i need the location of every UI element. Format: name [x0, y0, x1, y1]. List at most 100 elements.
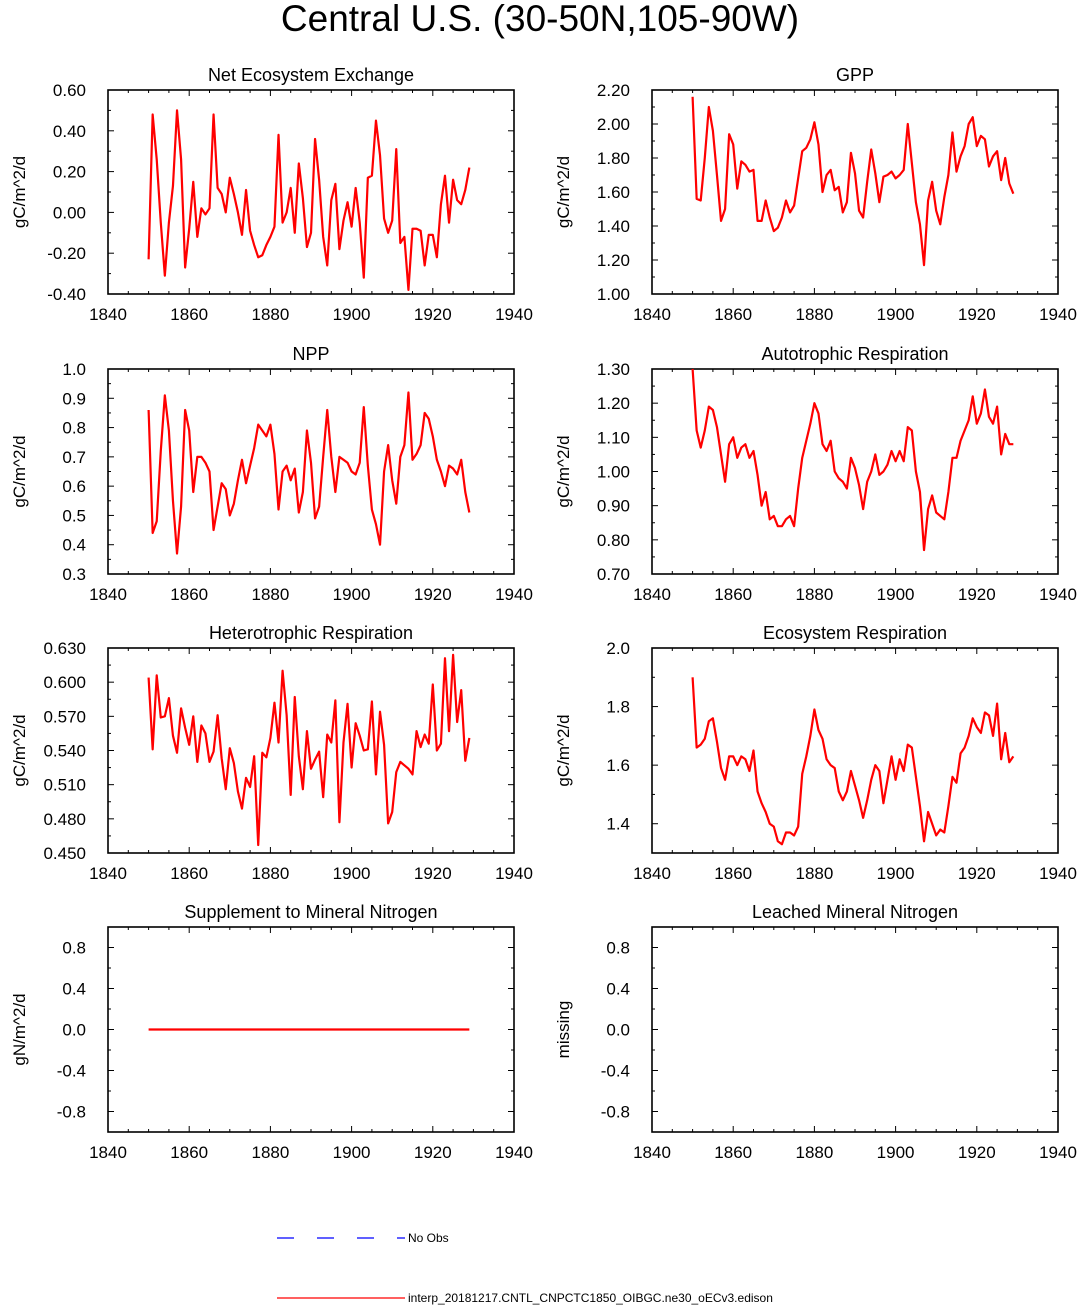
x-tick-label: 1840 [633, 1143, 671, 1162]
panel-title: Ecosystem Respiration [763, 623, 947, 643]
y-tick-label: 0.8 [62, 419, 86, 438]
y-tick-label: 0.0 [606, 1021, 630, 1040]
panel-title: GPP [836, 65, 874, 85]
x-tick-label: 1900 [333, 585, 371, 604]
x-tick-label: 1900 [877, 585, 915, 604]
legend-model-label: interp_20181217.CNTL_CNPCTC1850_OIBGC.ne… [408, 1291, 773, 1305]
y-tick-label: 0.7 [62, 448, 86, 467]
x-tick-label: 1880 [251, 585, 289, 604]
x-tick-label: 1860 [170, 1143, 208, 1162]
panel-gpp: GPP gC/m^2/d 1840 1860 1880 1900 1920 1940 1.00 1… [554, 65, 1077, 324]
y-tick-label: 1.20 [597, 251, 630, 270]
x-tick-label: 1900 [877, 1143, 915, 1162]
y-tick-label: 1.0 [62, 360, 86, 379]
plot-frame [107, 647, 515, 854]
y-tick-label: 0.8 [62, 939, 86, 958]
x-tick-label: 1900 [333, 864, 371, 883]
y-tick-label: 1.8 [606, 698, 630, 717]
x-tick-label: 1860 [714, 585, 752, 604]
x-tick-label: 1840 [89, 1143, 127, 1162]
panel-title: Supplement to Mineral Nitrogen [184, 902, 437, 922]
panel-ecosystem-respiration: Ecosystem Respiration gC/m^2/d 1840 1860 188… [554, 623, 1077, 883]
x-tick-label: 1940 [495, 1143, 533, 1162]
x-tick-label: 1840 [89, 585, 127, 604]
y-tick-label: 1.40 [597, 217, 630, 236]
y-tick-label: 0.6 [62, 477, 86, 496]
panel-title: Heterotrophic Respiration [209, 623, 413, 643]
x-tick-label: 1940 [1039, 1143, 1077, 1162]
x-tick-label: 1940 [1039, 864, 1077, 883]
x-tick-label: 1840 [633, 305, 671, 324]
y-tick-label: 0.450 [43, 844, 86, 863]
x-tick-label: 1940 [1039, 305, 1077, 324]
y-tick-label: 1.10 [597, 428, 630, 447]
panel-title: Leached Mineral Nitrogen [752, 902, 958, 922]
y-tick-label: 0.8 [606, 939, 630, 958]
x-tick-label: 1880 [251, 1143, 289, 1162]
series-line-model [147, 653, 471, 847]
y-tick-label: 0.20 [53, 163, 86, 182]
y-tick-label: 2.20 [597, 81, 630, 100]
x-tick-label: 1840 [633, 585, 671, 604]
x-tick-label: 1940 [495, 864, 533, 883]
y-tick-label: 1.30 [597, 360, 630, 379]
y-tick-label: 1.00 [597, 463, 630, 482]
y-tick-label: 0.9 [62, 389, 86, 408]
panel-leached-mineral-nitrogen: Leached Mineral Nitrogen missing 1840 1860 1… [554, 902, 1077, 1162]
plot-frame [651, 89, 1059, 295]
x-tick-label: 1920 [958, 864, 996, 883]
panel-supplement-to-mineral-nitrogen: Supplement to Mineral Nitrogen gN/m^2/d 18… [10, 902, 533, 1162]
x-tick-label: 1840 [633, 864, 671, 883]
y-axis-label: gN/m^2/d [10, 993, 29, 1065]
x-tick-label: 1920 [958, 305, 996, 324]
panel-heterotrophic-respiration: Heterotrophic Respiration gC/m^2/d 1840 186… [10, 623, 533, 883]
y-tick-label: 0.600 [43, 673, 86, 692]
x-tick-label: 1900 [333, 305, 371, 324]
y-tick-label: 0.4 [606, 980, 630, 999]
x-tick-label: 1920 [414, 1143, 452, 1162]
series-line-model [691, 368, 1014, 552]
y-tick-label: -0.40 [47, 285, 86, 304]
x-tick-label: 1860 [170, 305, 208, 324]
x-tick-label: 1900 [333, 1143, 371, 1162]
y-tick-label: 1.6 [606, 756, 630, 775]
y-tick-label: 0.60 [53, 81, 86, 100]
y-axis-label: missing [554, 1001, 573, 1059]
series-line-model [691, 96, 1015, 267]
x-tick-label: 1860 [170, 585, 208, 604]
y-tick-label: -0.4 [601, 1062, 630, 1081]
y-tick-label: 1.00 [597, 285, 630, 304]
x-tick-label: 1860 [714, 864, 752, 883]
x-tick-label: 1880 [795, 305, 833, 324]
panel-title: Autotrophic Respiration [761, 344, 948, 364]
x-tick-label: 1920 [958, 585, 996, 604]
panel-npp: NPP gC/m^2/d 1840 1860 1880 1900 1920 1940 0.3 0.… [10, 344, 533, 604]
x-tick-label: 1880 [795, 864, 833, 883]
plot-frame [651, 647, 1059, 854]
y-tick-label: 0.480 [43, 810, 86, 829]
panel-title: NPP [292, 344, 329, 364]
x-tick-label: 1880 [251, 864, 289, 883]
y-tick-label: 0.3 [62, 565, 86, 584]
series-line-model [691, 677, 1015, 846]
panel-title: Net Ecosystem Exchange [208, 65, 414, 85]
y-tick-label: 0.00 [53, 203, 86, 222]
y-tick-label: 0.70 [597, 565, 630, 584]
y-tick-label: -0.8 [57, 1103, 86, 1122]
y-tick-label: 0.4 [62, 980, 86, 999]
y-tick-label: 0.510 [43, 776, 86, 795]
y-tick-label: 1.60 [597, 183, 630, 202]
y-tick-label: 0.630 [43, 639, 86, 658]
y-tick-label: 0.570 [43, 707, 86, 726]
x-tick-label: 1940 [495, 585, 533, 604]
x-tick-label: 1920 [414, 585, 452, 604]
x-tick-label: 1900 [877, 305, 915, 324]
y-axis-label: gC/m^2/d [10, 435, 29, 507]
legend-obs-label: No Obs [408, 1231, 449, 1245]
panel-autotrophic-respiration: Autotrophic Respiration gC/m^2/d 1840 1860 1… [554, 344, 1077, 604]
y-tick-label: 0.80 [597, 531, 630, 550]
y-axis-label: gC/m^2/d [10, 156, 29, 228]
x-tick-label: 1920 [414, 864, 452, 883]
y-tick-label: 0.0 [62, 1021, 86, 1040]
